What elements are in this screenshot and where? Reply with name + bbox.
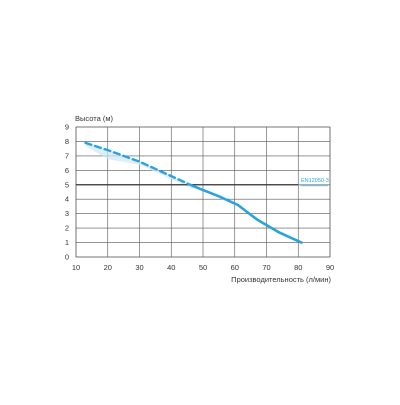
x-tick-label: 40 <box>167 263 175 272</box>
plot-frame <box>75 126 331 258</box>
x-tick-label: 30 <box>135 263 143 272</box>
y-tick-label: 1 <box>65 238 69 247</box>
x-tick-label: 60 <box>231 263 239 272</box>
x-tick-label: 10 <box>72 263 80 272</box>
curve-dashed <box>84 141 195 188</box>
reference-line-label: EN12050-3 <box>301 178 329 184</box>
x-tick-label: 80 <box>294 263 302 272</box>
x-axis-label: Производительность (л/мин) <box>231 275 331 284</box>
y-tick-label: 6 <box>65 166 69 175</box>
y-tick-label: 8 <box>65 137 69 146</box>
y-tick-labels: 0 1 2 3 4 5 6 7 8 9 <box>65 123 69 262</box>
x-tick-label: 50 <box>199 263 207 272</box>
y-tick-label: 2 <box>65 224 69 233</box>
y-tick-label: 4 <box>65 195 69 204</box>
y-tick-label: 0 <box>65 253 69 262</box>
x-tick-label: 20 <box>104 263 112 272</box>
curve-solid <box>192 184 303 244</box>
y-tick-label: 9 <box>65 123 69 132</box>
curve-group <box>84 141 303 244</box>
reference-line-group <box>76 184 329 187</box>
curve-shade-area <box>85 142 194 190</box>
curve-shade <box>85 142 194 190</box>
x-tick-label: 70 <box>262 263 270 272</box>
y-tick-label: 5 <box>65 180 69 189</box>
x-tick-labels: 10 20 30 40 50 60 70 80 90 <box>72 263 334 272</box>
x-tick-label: 90 <box>326 263 334 272</box>
y-axis-label: Высота (м) <box>75 114 113 123</box>
y-tick-label: 7 <box>65 151 69 160</box>
y-tick-label: 3 <box>65 209 69 218</box>
